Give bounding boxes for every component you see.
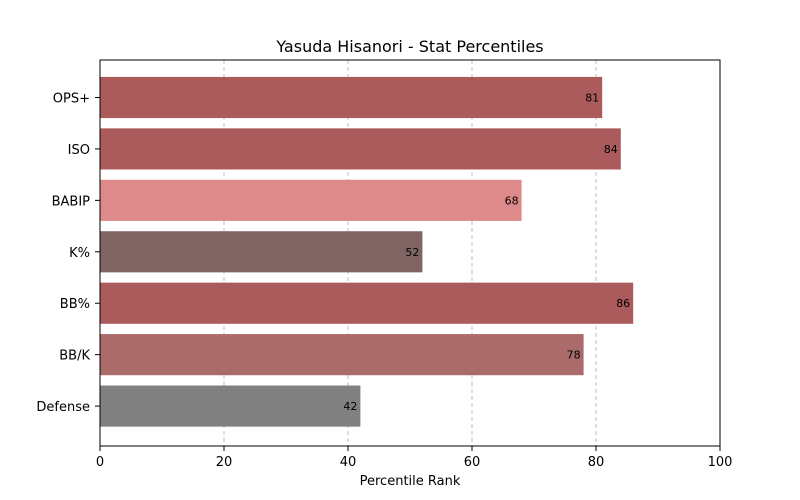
data-label: 42: [343, 400, 357, 413]
bar-iso: [100, 128, 621, 170]
x-tick-label: 60: [464, 455, 481, 470]
data-label: 81: [585, 92, 599, 105]
bar-k-: [100, 231, 423, 273]
plot-frame: [99, 59, 721, 447]
y-tick-label: BB/K: [59, 349, 90, 364]
bar-bb-: [100, 282, 634, 324]
x-axis-label: Percentile Rank: [360, 474, 461, 489]
bar-defense: [100, 385, 361, 427]
data-label: 78: [567, 349, 581, 362]
bars: [100, 76, 634, 427]
x-tick-label: 100: [708, 455, 733, 470]
y-tick-label: K%: [69, 246, 90, 261]
y-tick-label: ISO: [68, 143, 90, 158]
y-tick-label: BABIP: [52, 194, 91, 209]
data-label: 86: [616, 297, 630, 310]
y-tick-label: OPS+: [53, 92, 90, 107]
x-axis-ticks: 0 20 40 60 80 100: [96, 446, 733, 470]
x-tick-label: 80: [588, 455, 605, 470]
y-axis-ticks: OPS+ ISO BABIP K% BB% BB/K Defense: [36, 92, 100, 415]
x-tick-label: 0: [96, 455, 104, 470]
data-label: 52: [405, 246, 419, 259]
y-tick-label: Defense: [36, 400, 90, 415]
data-label: 84: [604, 143, 618, 156]
data-label: 68: [505, 194, 519, 207]
x-tick-label: 20: [216, 455, 233, 470]
data-labels: 81 84 68 52 86 78 42: [343, 92, 630, 414]
bar-ops-: [100, 76, 603, 119]
y-tick-label: BB%: [60, 297, 90, 312]
bar-bb-k: [100, 334, 584, 376]
x-tick-label: 40: [340, 455, 357, 470]
bar-babip: [100, 179, 522, 221]
chart-title: Yasuda Hisanori - Stat Percentiles: [275, 37, 543, 56]
